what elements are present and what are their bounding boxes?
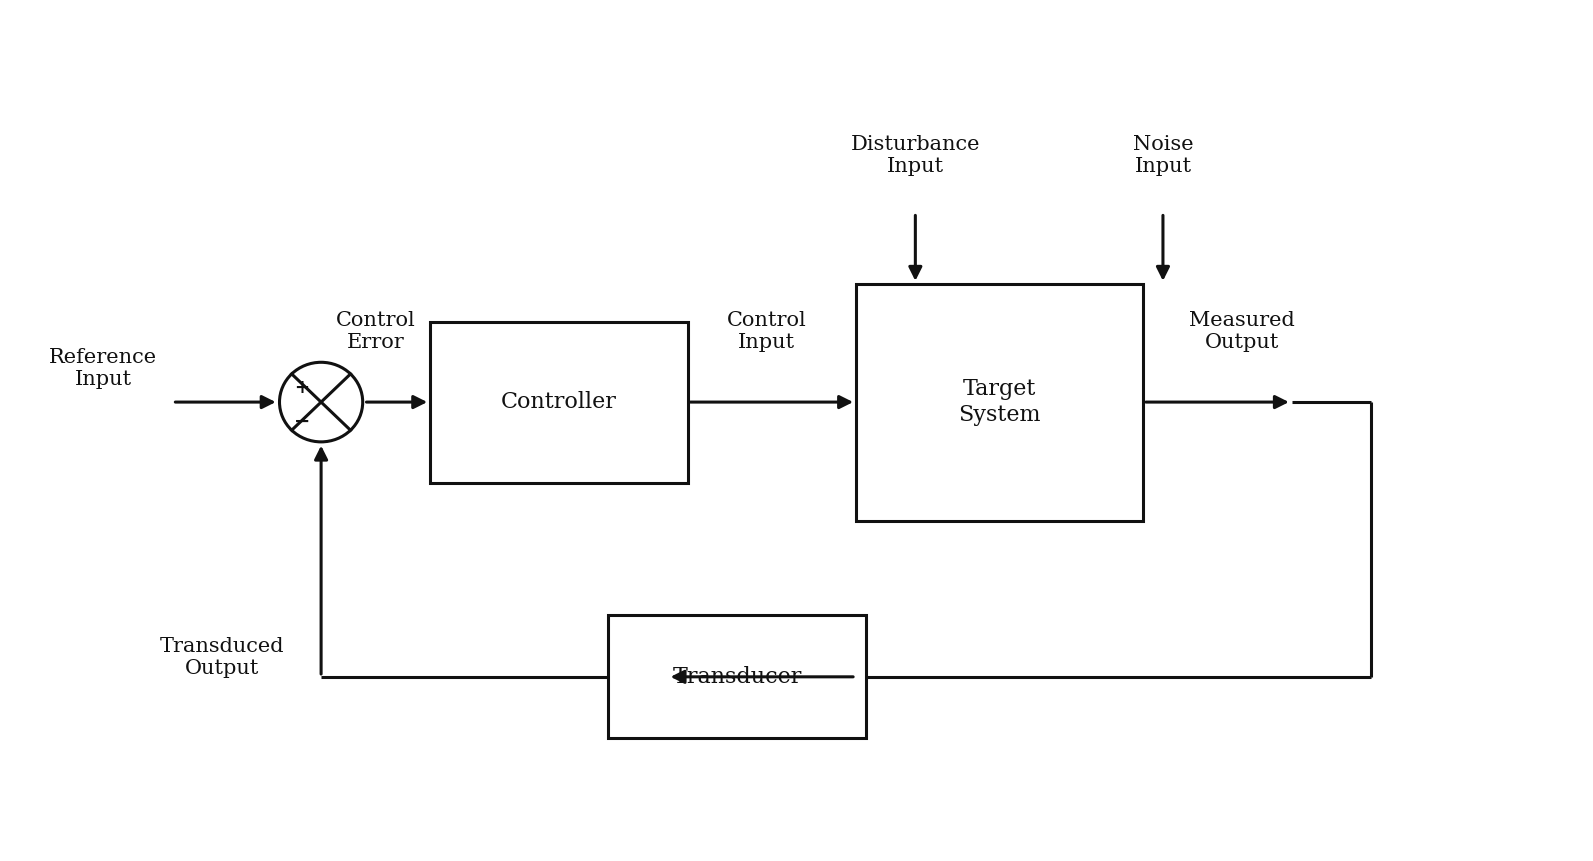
- Text: −: −: [295, 413, 311, 431]
- Bar: [855, 283, 1144, 521]
- Text: Reference
Input: Reference Input: [49, 349, 158, 389]
- Bar: [430, 321, 688, 483]
- Text: Measured
Output: Measured Output: [1190, 311, 1295, 351]
- Text: Transduced
Output: Transduced Output: [159, 637, 284, 678]
- Text: Target
System: Target System: [959, 378, 1040, 426]
- Text: Controller: Controller: [500, 391, 616, 413]
- Circle shape: [279, 362, 363, 442]
- Bar: [609, 616, 867, 739]
- Text: Transducer: Transducer: [672, 666, 801, 688]
- Text: Control
Error: Control Error: [336, 311, 416, 351]
- Text: Disturbance
Input: Disturbance Input: [851, 135, 980, 177]
- Text: Control
Input: Control Input: [726, 311, 806, 351]
- Text: Noise
Input: Noise Input: [1133, 135, 1193, 177]
- Text: +: +: [293, 379, 309, 397]
